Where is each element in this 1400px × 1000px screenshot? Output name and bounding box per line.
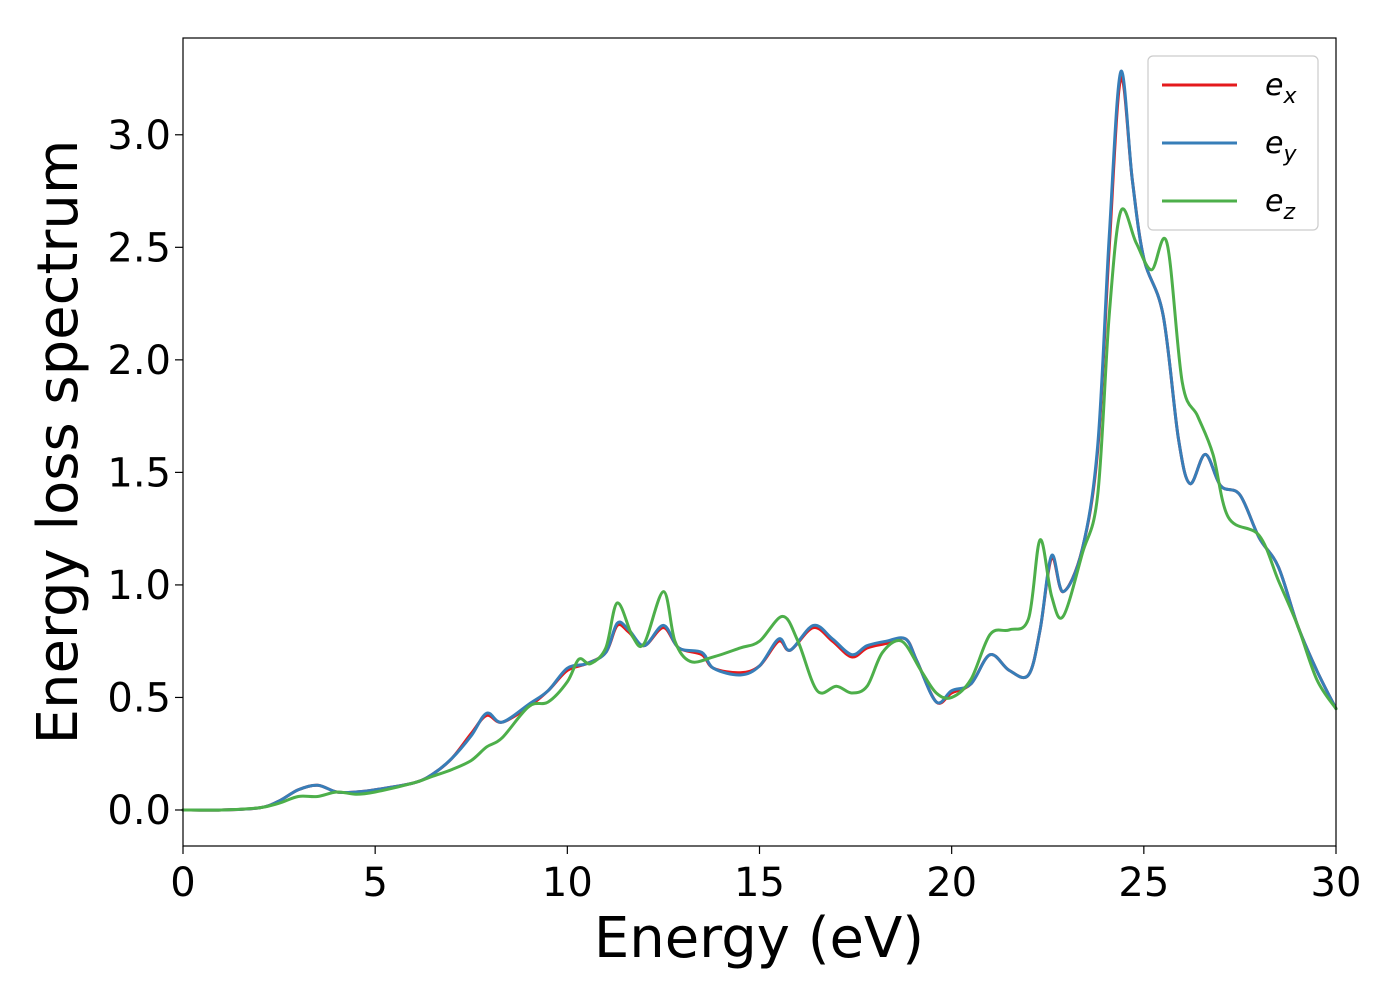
series-line-z [181, 207, 1338, 812]
y-tick-label: 2.0 [107, 338, 171, 384]
y-axis-label: Energy loss spectrum [26, 140, 91, 745]
x-tick-label: 0 [170, 860, 195, 906]
x-tick-label: 5 [362, 860, 387, 906]
x-tick-label: 25 [1118, 860, 1169, 906]
x-tick-label: 30 [1311, 860, 1362, 906]
x-axis: 0 5 10 15 20 25 30 [170, 846, 1361, 906]
y-tick-label: 2.5 [107, 225, 171, 271]
y-tick-label: 1.0 [107, 563, 171, 609]
y-tick-label: 0.5 [107, 675, 171, 721]
y-tick-label: 0.0 [107, 788, 171, 834]
x-tick-label: 20 [926, 860, 977, 906]
y-tick-label: 1.5 [107, 450, 171, 496]
y-axis: 0.0 0.5 1.0 1.5 2.0 2.5 3.0 [107, 113, 183, 834]
x-tick-label: 15 [734, 860, 785, 906]
series-line-y [181, 69, 1338, 812]
x-tick-label: 10 [542, 860, 593, 906]
x-axis-label: Energy (eV) [594, 906, 924, 971]
y-tick-label: 3.0 [107, 113, 171, 159]
series-layer [181, 69, 1338, 812]
legend-label-z: ez [1265, 184, 1295, 225]
